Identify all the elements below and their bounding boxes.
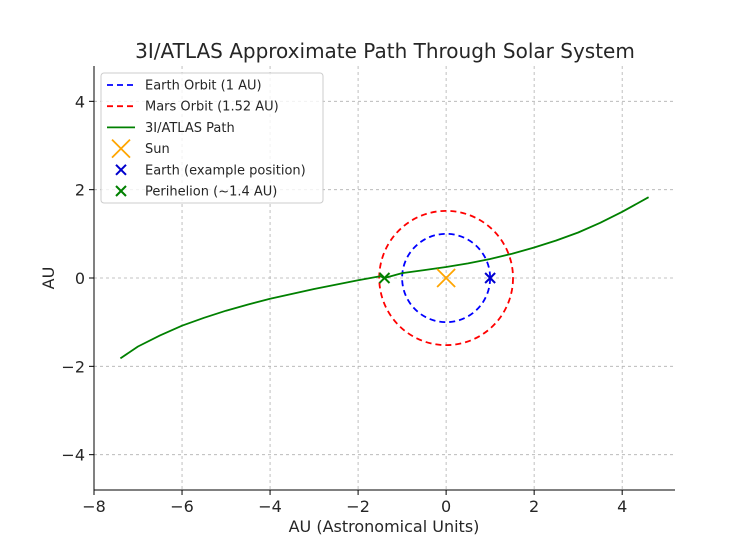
legend-label: Sun [145, 142, 170, 157]
marker-stroke [484, 272, 496, 284]
x-tick-label: −6 [170, 497, 194, 516]
earth-example-position-marker [484, 272, 496, 284]
plot-series [119, 196, 650, 360]
legend-marker-swatch [115, 164, 127, 176]
chart-title: 3I/ATLAS Approximate Path Through Solar … [135, 39, 635, 63]
x-tick-label: 4 [617, 497, 627, 516]
mars-orbit-1-52-au-orbit [378, 209, 514, 347]
legend-marker-swatch [115, 185, 127, 197]
legend-label: Earth Orbit (1 AU) [145, 79, 262, 94]
legend-marker-swatch [111, 138, 131, 159]
ticks: −8 −6 −4 −2 0 2 4 −4 −2 0 2 4 [61, 92, 627, 516]
x-tick-label: −2 [346, 497, 370, 516]
legend-entry: Perihelion (~1.4 AU) [115, 185, 277, 200]
legend-entry: Mars Orbit (1.52 AU) [107, 100, 279, 115]
x-axis-label: AU (Astronomical Units) [289, 517, 480, 536]
legend-label: Perihelion (~1.4 AU) [145, 185, 277, 200]
perihelion-1-4-au-marker [378, 272, 391, 284]
legend-entry: 3I/ATLAS Path [107, 121, 235, 136]
y-tick-label: 4 [75, 92, 85, 111]
x-tick-label: 0 [441, 497, 451, 516]
legend-entry: Earth (example position) [115, 163, 306, 178]
y-tick-label: −4 [61, 446, 85, 465]
legend-box [100, 72, 324, 204]
y-tick-label: 2 [75, 181, 85, 200]
x-tick-label: −8 [82, 497, 106, 516]
y-tick-label: 0 [75, 269, 85, 288]
marker-stroke [436, 268, 456, 288]
x-tick-label: 2 [529, 497, 539, 516]
y-tick-label: −2 [61, 357, 85, 376]
legend: Earth Orbit (1 AU) Mars Orbit (1.52 AU) 3I… [100, 72, 324, 204]
legend-entry: Earth Orbit (1 AU) [107, 79, 262, 94]
x-tick-label: −4 [258, 497, 282, 516]
sun-marker [436, 268, 456, 288]
y-axis-label: AU [39, 267, 58, 290]
legend-label: Mars Orbit (1.52 AU) [145, 100, 279, 115]
legend-label: Earth (example position) [145, 163, 306, 178]
legend-label: 3I/ATLAS Path [145, 121, 235, 136]
legend-entry: Sun [111, 138, 170, 159]
marker-stroke [378, 272, 391, 284]
